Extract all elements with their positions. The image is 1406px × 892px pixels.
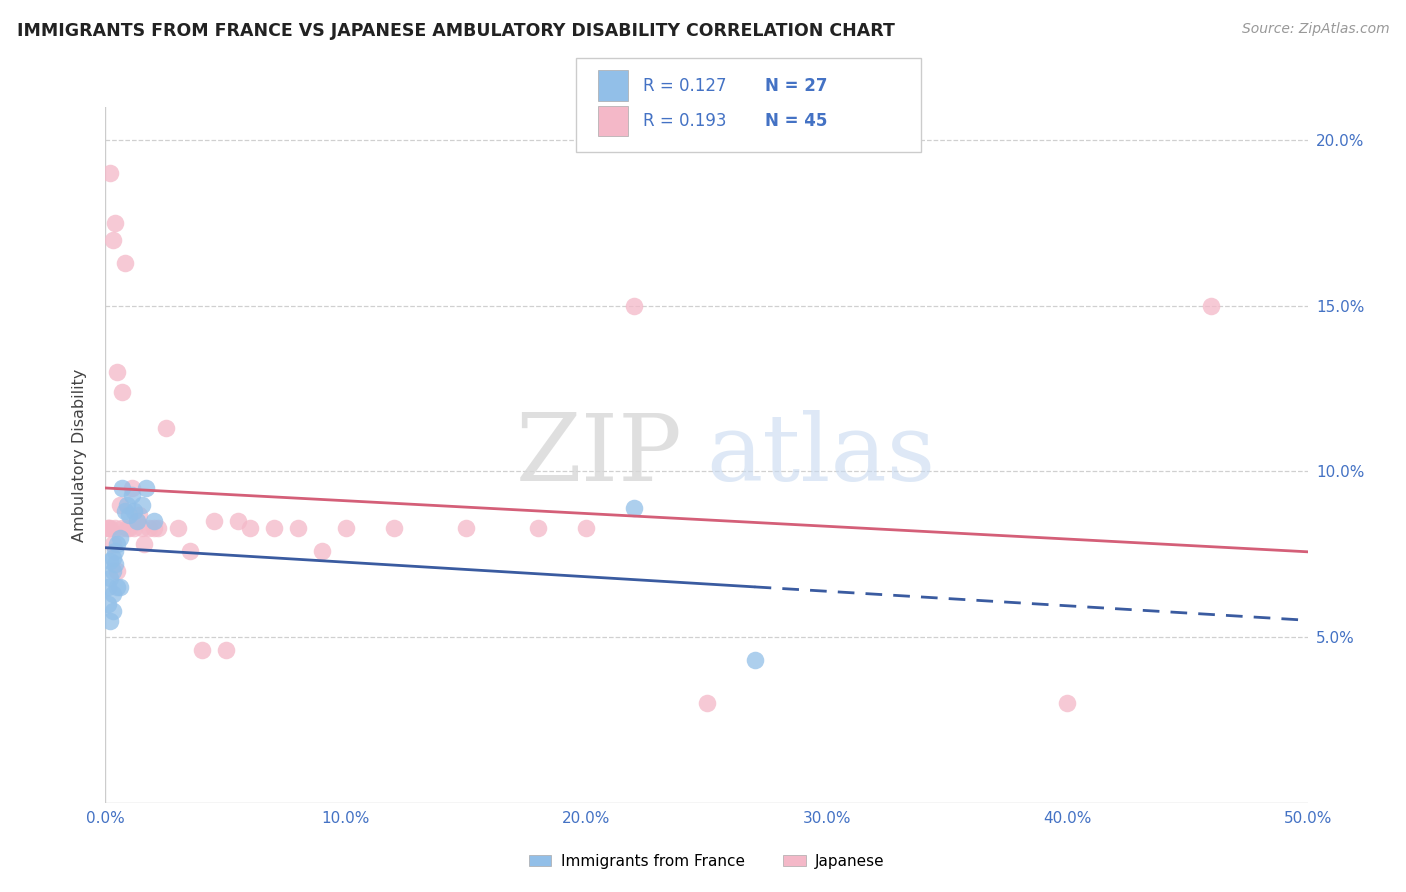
Point (101, 564, 124, 578)
Point (115, 521, 138, 535)
Point (311, 544, 333, 558)
Point (575, 521, 598, 535)
Point (114, 256, 136, 270)
Point (125, 514, 148, 528)
Point (101, 604, 124, 618)
Point (118, 521, 141, 535)
Point (138, 521, 160, 535)
Text: R = 0.127: R = 0.127 (643, 77, 725, 95)
Point (101, 537, 124, 551)
Point (335, 521, 357, 535)
Text: N = 45: N = 45 (765, 112, 827, 130)
Point (527, 521, 550, 535)
Point (135, 481, 157, 495)
Point (104, 544, 127, 558)
Point (98, 614, 121, 628)
Text: ZIP: ZIP (516, 410, 682, 500)
Point (107, 564, 129, 578)
Point (148, 521, 170, 535)
Point (97, 581, 120, 595)
Text: N = 27: N = 27 (765, 77, 827, 95)
Point (142, 514, 165, 528)
Point (107, 537, 129, 551)
Point (98, 521, 121, 535)
Point (155, 421, 177, 435)
Point (107, 365, 129, 379)
Point (97, 597, 120, 611)
Point (111, 481, 134, 495)
Point (1056, 697, 1078, 711)
Point (108, 581, 131, 595)
Point (121, 488, 143, 502)
Point (202, 514, 225, 528)
Point (166, 521, 188, 535)
Point (98, 554, 121, 568)
Point (226, 514, 249, 528)
Legend: Immigrants from France, Japanese: Immigrants from France, Japanese (523, 848, 890, 875)
Point (104, 521, 127, 535)
Point (1201, 299, 1223, 313)
Point (623, 299, 645, 313)
Point (124, 504, 146, 518)
Point (263, 521, 285, 535)
Point (98, 166, 121, 180)
Point (696, 697, 718, 711)
Point (128, 508, 150, 522)
Point (114, 504, 136, 518)
Point (214, 643, 236, 657)
Point (107, 581, 129, 595)
Point (131, 498, 153, 512)
Point (97, 521, 120, 535)
Point (101, 587, 124, 601)
Point (98, 570, 121, 584)
Point (101, 550, 124, 565)
Point (382, 521, 405, 535)
Point (287, 521, 309, 535)
Point (115, 498, 138, 512)
Point (125, 514, 148, 528)
Text: R = 0.193: R = 0.193 (643, 112, 725, 130)
Point (118, 508, 141, 522)
Point (97, 521, 120, 535)
Point (179, 544, 201, 558)
Point (108, 498, 131, 512)
Point (142, 521, 165, 535)
Y-axis label: Ambulatory Disability: Ambulatory Disability (72, 368, 87, 541)
Point (111, 384, 134, 399)
Point (121, 481, 143, 495)
Point (108, 531, 131, 545)
Text: IMMIGRANTS FROM FRANCE VS JAPANESE AMBULATORY DISABILITY CORRELATION CHART: IMMIGRANTS FROM FRANCE VS JAPANESE AMBUL… (17, 22, 894, 40)
Point (101, 233, 124, 247)
Point (124, 521, 146, 535)
Point (454, 521, 477, 535)
Text: Source: ZipAtlas.com: Source: ZipAtlas.com (1241, 22, 1389, 37)
Point (132, 537, 155, 551)
Point (190, 643, 212, 657)
Point (111, 521, 134, 535)
Point (623, 500, 645, 515)
Text: atlas: atlas (707, 410, 936, 500)
Point (131, 521, 153, 535)
Point (104, 216, 127, 230)
Point (239, 521, 262, 535)
Point (104, 558, 127, 572)
Point (744, 653, 766, 667)
